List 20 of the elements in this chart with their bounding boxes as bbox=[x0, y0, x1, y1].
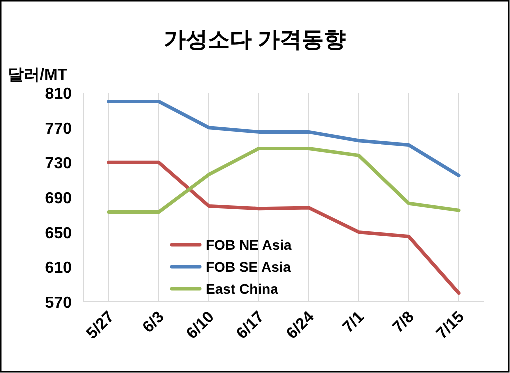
line-series bbox=[107, 146, 461, 214]
x-tick-label: 6/10 bbox=[184, 308, 218, 343]
legend-label: FOB SE Asia bbox=[206, 259, 292, 275]
legend-label: FOB NE Asia bbox=[206, 237, 292, 253]
x-tick-label: 6/24 bbox=[284, 308, 318, 343]
y-tick-label: 690 bbox=[45, 190, 72, 208]
line-series bbox=[107, 160, 461, 296]
y-tick-label: 730 bbox=[45, 156, 72, 173]
line-series bbox=[107, 100, 461, 178]
x-tick-label: 6/3 bbox=[140, 308, 168, 337]
chart-title: 가성소다 가격동향 bbox=[164, 27, 346, 52]
x-tick-label: 7/8 bbox=[390, 308, 418, 337]
x-tick-label: 7/1 bbox=[340, 308, 368, 337]
y-tick-label: 650 bbox=[45, 225, 72, 242]
y-tick-label: 570 bbox=[45, 295, 72, 312]
y-tick-label: 770 bbox=[45, 120, 72, 138]
y-tick-label: 810 bbox=[45, 86, 72, 103]
legend-label: East China bbox=[206, 281, 279, 297]
y-tick-label: 610 bbox=[45, 260, 72, 278]
y-axis-title: 달러/MT bbox=[8, 67, 68, 84]
